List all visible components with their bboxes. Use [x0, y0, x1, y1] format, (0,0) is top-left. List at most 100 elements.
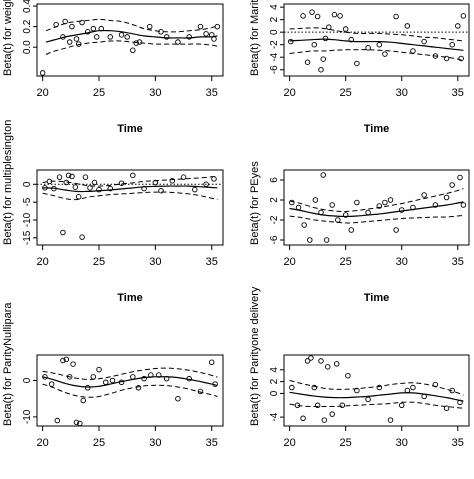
residual-point — [163, 375, 170, 382]
residual-point — [460, 202, 467, 208]
residual-point — [192, 186, 198, 193]
residual-point — [75, 41, 82, 47]
residual-point — [211, 36, 217, 42]
y-tick-label: -4 — [269, 52, 280, 61]
x-tick-label: 30 — [396, 437, 408, 449]
residual-point — [63, 356, 70, 363]
residual-point — [387, 417, 394, 423]
residual-point — [211, 176, 217, 182]
y-axis-title: Beta(t) for PEyes — [249, 161, 261, 245]
chart-panel-5: 20 25 30 35 -10 0 Beta(t) for ParityNullipara — [2, 302, 224, 449]
y-tick-label: 2 — [269, 378, 280, 384]
plot-frame — [36, 354, 224, 427]
residual-point — [376, 384, 383, 391]
residual-point — [186, 375, 192, 382]
residual-point — [301, 222, 307, 228]
residual-point — [66, 39, 73, 45]
residual-point — [46, 178, 53, 185]
estimate-line — [289, 391, 464, 402]
x-tick-label: 35 — [452, 437, 464, 449]
residual-point — [84, 29, 91, 35]
residual-point — [376, 203, 383, 209]
residual-point — [103, 379, 109, 386]
confidence-band-line — [289, 188, 464, 213]
y-tick-label: -4 — [269, 412, 280, 421]
residual-point — [443, 194, 450, 201]
residual-point — [163, 34, 170, 40]
residual-point — [309, 9, 315, 15]
x-axis-title: Time — [117, 292, 142, 304]
residual-point — [158, 187, 164, 194]
residual-point — [354, 199, 360, 206]
residual-point — [130, 172, 136, 179]
residual-point — [91, 179, 98, 186]
residual-point — [186, 34, 192, 40]
residual-point — [318, 209, 324, 216]
y-tick-label: 0.2 — [22, 19, 33, 33]
residual-point — [318, 66, 324, 73]
residual-point — [79, 19, 85, 26]
y-axis-title: Beta(t) for ParityNullipara — [2, 302, 14, 426]
y-tick-label: 4 — [269, 367, 280, 373]
y-tick-label: 0 — [22, 181, 33, 187]
residual-point — [130, 374, 136, 380]
residual-point — [404, 387, 411, 394]
x-axis-title: Time — [117, 123, 142, 135]
plot-frame — [36, 169, 224, 246]
x-axis-title: Time — [364, 123, 389, 135]
residual-point — [73, 36, 80, 42]
residual-point — [84, 385, 91, 391]
residual-point — [130, 47, 136, 54]
estimate-line — [42, 185, 218, 193]
chart-panel-3: 20 25 30 35 -15 -10 -5 0 Beta(t) for multiplesin… — [2, 120, 224, 304]
residual-point — [455, 23, 461, 29]
residual-point — [208, 32, 215, 38]
x-tick-label: 20 — [283, 87, 295, 99]
y-tick-label: -2 — [269, 215, 280, 224]
y-tick-label: 0.0 — [22, 40, 33, 54]
residual-point — [300, 13, 306, 19]
residual-point — [141, 375, 147, 382]
residual-point — [42, 374, 48, 380]
confidence-band-line — [42, 367, 218, 380]
y-tick-label: 0.4 — [22, 0, 33, 13]
residual-point — [65, 172, 72, 179]
residual-point — [79, 234, 85, 240]
residual-point — [398, 402, 405, 409]
residual-point — [60, 357, 66, 364]
confidence-band-line — [289, 49, 464, 62]
residual-point — [197, 388, 204, 395]
residual-point — [158, 29, 164, 35]
residual-point — [365, 209, 371, 216]
confidence-band-line — [42, 383, 218, 398]
residual-point — [69, 23, 75, 30]
residual-point — [326, 24, 332, 30]
residual-point — [289, 199, 295, 206]
residual-point — [60, 229, 66, 236]
y-axis-title: Beta(t) for weigh — [2, 0, 14, 76]
residual-point — [376, 41, 383, 48]
residual-point — [300, 415, 306, 422]
confidence-band-line — [289, 379, 464, 396]
residual-point — [80, 397, 86, 404]
residual-point — [339, 402, 346, 409]
plot-data-layer — [37, 172, 223, 240]
residual-point — [443, 55, 450, 62]
residual-point — [311, 384, 318, 391]
y-tick-label: 4 — [269, 4, 280, 10]
confidence-band-line — [289, 215, 464, 224]
y-tick-label: 2 — [269, 197, 280, 203]
plot-frame — [283, 3, 470, 77]
x-tick-label: 35 — [452, 87, 464, 99]
x-tick-label: 30 — [396, 87, 408, 99]
residual-point — [449, 41, 455, 48]
y-tick-label: 2 — [269, 16, 280, 22]
residual-point — [410, 204, 416, 211]
y-tick-label: -10 — [22, 212, 33, 227]
x-tick-label: 25 — [340, 256, 352, 268]
residual-point — [329, 202, 335, 208]
residual-point — [318, 358, 324, 364]
residual-point — [348, 36, 355, 43]
residual-point — [96, 186, 102, 193]
residual-point — [175, 395, 181, 402]
